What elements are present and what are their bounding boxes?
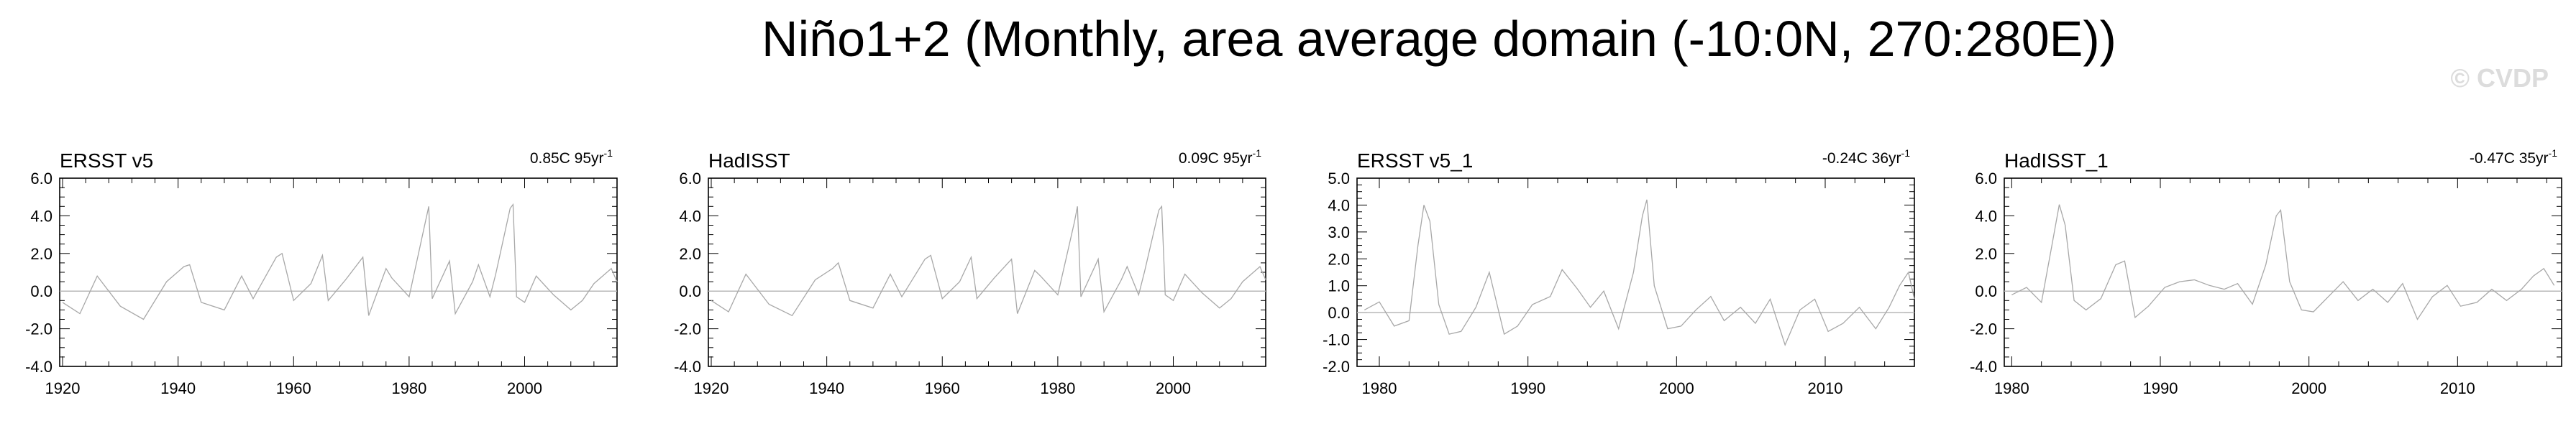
trend-superscript: -1 (1253, 147, 1262, 159)
trend-superscript: -1 (1901, 147, 1911, 159)
trend-value: -0.24C 36yr (1822, 150, 1901, 167)
x-tick-label: 1960 (925, 379, 960, 397)
plot-frame (708, 177, 1266, 367)
cvdp-watermark: © CVDP (2450, 63, 2549, 93)
series-line-1 (711, 205, 1266, 317)
x-tick-label: 1920 (694, 379, 729, 397)
y-tick-label: -2.0 (1323, 358, 1350, 376)
trend-label: -0.47C 35yr-1 (2470, 147, 2557, 167)
chart-panel-4: HadISST_1 -0.47C 35yr-1 -4.0 -2.0 0.0 2.0 4.0 6… (1970, 147, 2562, 397)
trend-label: 0.09C 95yr-1 (1179, 147, 1261, 167)
y-tick-label: 4.0 (1328, 196, 1350, 214)
trend-superscript: -1 (604, 147, 613, 159)
trend-value: 0.09C 95yr (1179, 150, 1253, 167)
y-tick-label: 0.0 (30, 282, 52, 300)
y-tick-label: -2.0 (1970, 320, 1997, 338)
chart-title: HadISST (708, 149, 790, 172)
y-tick-label: 5.0 (1328, 170, 1350, 188)
chart-title: ERSST v5_1 (1357, 149, 1473, 172)
y-tick-label: 2.0 (30, 245, 52, 263)
y-tick-label: 4.0 (1975, 207, 1997, 225)
y-tick-label: 0.0 (679, 282, 701, 300)
series-line-1 (62, 203, 618, 320)
x-tick-label: 1990 (1510, 379, 1545, 397)
y-tick-label: 4.0 (679, 207, 701, 225)
x-tick-label: 2010 (2440, 379, 2475, 397)
x-tick-label: 1920 (45, 379, 81, 397)
y-tick-label: -2.0 (25, 320, 52, 338)
y-tick-label: -1.0 (1323, 331, 1350, 349)
chart-title: HadISST_1 (2004, 149, 2109, 172)
trend-label: 0.85C 95yr-1 (530, 147, 613, 167)
x-tick-label: 1980 (1040, 379, 1075, 397)
trend-value: 0.85C 95yr (530, 150, 604, 167)
y-tick-label: -2.0 (674, 320, 701, 338)
chart-panel-1: ERSST v5 0.85C 95yr-1 -4.0 -2.0 0.0 2.0 4.0 6.0… (25, 147, 618, 397)
y-tick-label: 6.0 (1975, 170, 1997, 188)
plot-frame (59, 177, 618, 367)
page-title: Niño1+2 (Monthly, area average domain (-… (762, 11, 2116, 67)
x-tick-label: 2000 (2291, 379, 2326, 397)
x-tick-label: 2000 (1156, 379, 1191, 397)
x-tick-label: 2010 (1808, 379, 1843, 397)
y-tick-label: 4.0 (30, 207, 52, 225)
y-tick-label: -4.0 (25, 358, 52, 376)
trend-value: -0.47C 35yr (2470, 150, 2549, 167)
y-tick-label: 0.0 (1975, 282, 1997, 300)
y-tick-label: -4.0 (1970, 358, 1997, 376)
y-tick-label: 2.0 (1975, 245, 1997, 263)
x-tick-label: 2000 (1659, 379, 1694, 397)
y-tick-label: 6.0 (30, 170, 52, 188)
series-line-1 (1364, 199, 1915, 346)
chart-panel-2: HadISST 0.09C 95yr-1 -4.0 -2.0 0.0 2.0 4.0 6.0 1… (674, 147, 1266, 397)
y-tick-label: 2.0 (1328, 250, 1350, 268)
plot-frame (1356, 177, 1915, 367)
x-tick-label: 1940 (160, 379, 196, 397)
chart-panel-3: ERSST v5_1 -0.24C 36yr-1 -2.0 -1.0 0.0 1.0 2.0… (1323, 147, 1915, 397)
x-tick-label: 2000 (507, 379, 542, 397)
y-tick-label: 3.0 (1328, 223, 1350, 241)
x-tick-label: 1980 (1362, 379, 1397, 397)
y-tick-label: 1.0 (1328, 277, 1350, 295)
x-tick-label: 1990 (2143, 379, 2178, 397)
y-tick-label: 6.0 (679, 170, 701, 188)
trend-label: -0.24C 36yr-1 (1822, 147, 1910, 167)
x-tick-label: 1960 (276, 379, 311, 397)
y-tick-label: 2.0 (679, 245, 701, 263)
plot-frame (2004, 177, 2562, 367)
y-tick-label: -4.0 (674, 358, 701, 376)
chart-title: ERSST v5 (60, 149, 153, 172)
y-tick-label: 0.0 (1328, 304, 1350, 322)
x-tick-label: 1980 (1994, 379, 2029, 397)
x-tick-label: 1980 (391, 379, 426, 397)
x-tick-label: 1940 (809, 379, 844, 397)
trend-superscript: -1 (2549, 147, 2558, 159)
series-line-1 (2011, 204, 2555, 320)
